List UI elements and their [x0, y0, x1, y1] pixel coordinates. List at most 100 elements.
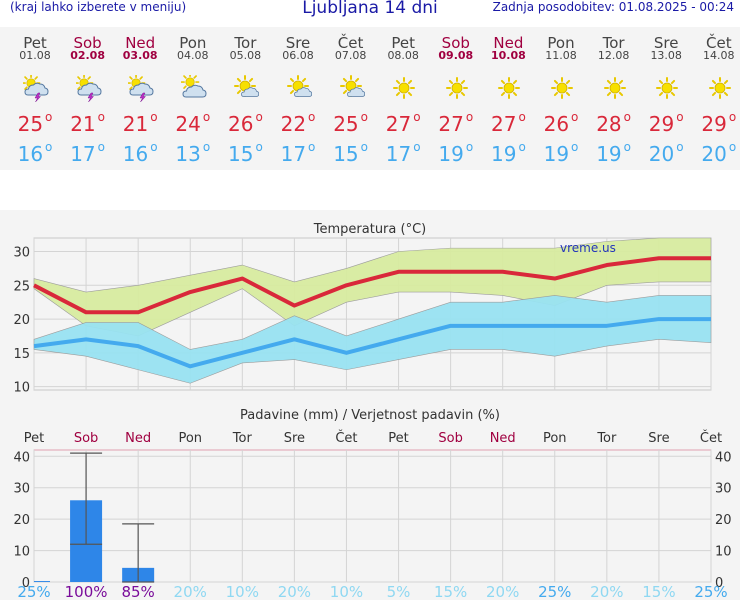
temperature-y-tick: 30 [13, 246, 30, 261]
min-temperature: 19 o [438, 140, 474, 166]
max-temperature: 21 o [122, 110, 158, 136]
precipitation-y-tick-right: 20 [715, 513, 732, 528]
max-temperature: 22 o [280, 110, 316, 136]
min-temperature: 20 o [701, 140, 737, 166]
precipitation-x-tick: Čet [335, 430, 357, 446]
precipitation-y-tick-left: 30 [13, 482, 30, 497]
day-date: 01.08 [19, 49, 51, 62]
precipitation-x-tick: Ned [490, 431, 516, 446]
min-temperature: 13 o [175, 140, 211, 166]
day-name: Pon [547, 34, 575, 52]
day-date: 14.08 [703, 49, 735, 62]
precipitation-probability: 20% [174, 583, 207, 600]
sun-cloud-thunder-icon [74, 73, 102, 103]
day-column: Sob 09.08 27 o 19 o [430, 27, 482, 170]
charts-svg: Temperatura (°C) 10 15 20 25 30 vreme.us Padavi… [13, 222, 732, 601]
max-temperature: 29 o [701, 110, 737, 136]
day-name: Čet [337, 34, 364, 52]
min-temperature: 15 o [333, 140, 368, 166]
precipitation-y-tick-right: 40 [715, 450, 732, 465]
watermark: vreme.us [560, 241, 616, 255]
max-temperature: 24 o [175, 110, 211, 136]
day-column: Ned 10.08 27 o 19 o [482, 27, 534, 170]
day-date: 06.08 [282, 49, 314, 62]
forecast-strip: Pet 01.08 25 o 16 o Sob 02.08 21 o 17 o Ned 03.08 21 o 1… [0, 27, 740, 170]
min-temperature: 17 o [280, 140, 316, 166]
header: (kraj lahko izberete v meniju) Ljubljana… [0, 0, 740, 22]
sun-cloud-icon [180, 72, 207, 101]
max-temperature: 21 o [70, 110, 105, 136]
precipitation-x-tick: Tor [232, 431, 253, 446]
sun-icon [391, 75, 417, 101]
day-date: 13.08 [650, 49, 682, 62]
day-column: Tor 12.08 28 o 19 o [588, 27, 640, 170]
day-name: Pet [23, 34, 47, 52]
max-temperature: 25 o [333, 110, 368, 136]
precipitation-probability: 10% [226, 583, 259, 600]
day-column: Ned 03.08 21 o 16 o [114, 27, 166, 170]
sun-cloud-thunder-icon [126, 73, 154, 103]
sun-icon [496, 75, 522, 101]
precipitation-x-tick: Pon [543, 431, 567, 446]
day-date: 12.08 [597, 49, 630, 62]
page-title: Ljubljana 14 dni [302, 0, 438, 18]
day-column: Pet 08.08 27 o 17 o [377, 27, 429, 170]
precipitation-plot-area [33, 449, 712, 583]
sun-icon [444, 75, 470, 101]
precipitation-probability: 5% [387, 583, 411, 600]
day-column: Čet 07.08 25 o 15 o [325, 27, 377, 170]
temperature-y-tick: 15 [13, 347, 30, 362]
day-column: Čet 14.08 29 o 20 o [693, 27, 740, 170]
min-temperature: 19 o [596, 140, 631, 166]
precipitation-probability: 20% [486, 583, 519, 600]
precipitation-y-tick-left: 10 [13, 545, 30, 560]
precipitation-bar [34, 581, 50, 582]
precipitation-x-tick: Pon [178, 431, 202, 446]
temperature-y-tick: 25 [13, 279, 30, 294]
min-temperature: 17 o [385, 140, 421, 166]
precipitation-x-tick: Sob [438, 431, 462, 446]
sun-small-cloud-icon [233, 75, 260, 101]
day-name: Tor [602, 34, 625, 52]
day-name: Sre [285, 34, 311, 52]
precipitation-probability: 25% [538, 583, 571, 600]
day-column: Pon 04.08 24 o 13 o [167, 27, 219, 170]
temperature-chart-title: Temperatura (°C) [313, 222, 426, 237]
precipitation-probability: 20% [278, 583, 311, 600]
min-temperature: 16 o [122, 140, 158, 166]
min-temperature-line [33, 317, 711, 369]
precipitation-x-tick: Pet [388, 431, 408, 446]
min-temperature: 20 o [648, 140, 684, 166]
precipitation-x-tick: Sob [74, 431, 98, 446]
max-temperature: 28 o [596, 110, 631, 136]
day-date: 02.08 [70, 49, 105, 62]
sun-icon [602, 75, 628, 101]
sun-small-cloud-icon [339, 75, 365, 101]
day-name: Čet [706, 34, 732, 52]
min-temperature: 15 o [227, 140, 263, 166]
day-name: Sob [73, 34, 102, 52]
day-date: 07.08 [334, 49, 367, 62]
temperature-y-tick: 20 [13, 313, 30, 328]
precipitation-probability: 85% [121, 583, 154, 600]
day-date: 10.08 [490, 49, 526, 62]
precipitation-x-tick: Čet [700, 430, 722, 446]
day-column: Sre 13.08 29 o 20 o [640, 27, 692, 170]
precipitation-y-tick-left: 20 [13, 513, 30, 528]
day-date: 05.08 [229, 49, 262, 62]
day-column: Sob 02.08 21 o 17 o [62, 27, 114, 170]
min-temperature: 19 o [490, 140, 526, 166]
min-temperature: 17 o [70, 140, 105, 166]
precipitation-y-tick-left: 0 [22, 576, 30, 591]
max-temperature: 26 o [543, 110, 579, 136]
precipitation-probability: 25% [694, 583, 727, 600]
min-temperature: 16 o [17, 140, 53, 166]
max-temperature-range-band [33, 237, 712, 337]
precipitation-probability: 25% [17, 583, 50, 600]
last-update: Zadnja posodobitev: 01.08.2025 - 00:24 [492, 0, 734, 14]
precipitation-probability: 20% [590, 583, 623, 600]
max-temperature: 26 o [227, 110, 263, 136]
day-name: Ned [125, 34, 156, 52]
sun-icon [549, 75, 575, 101]
day-name: Pet [391, 34, 415, 52]
